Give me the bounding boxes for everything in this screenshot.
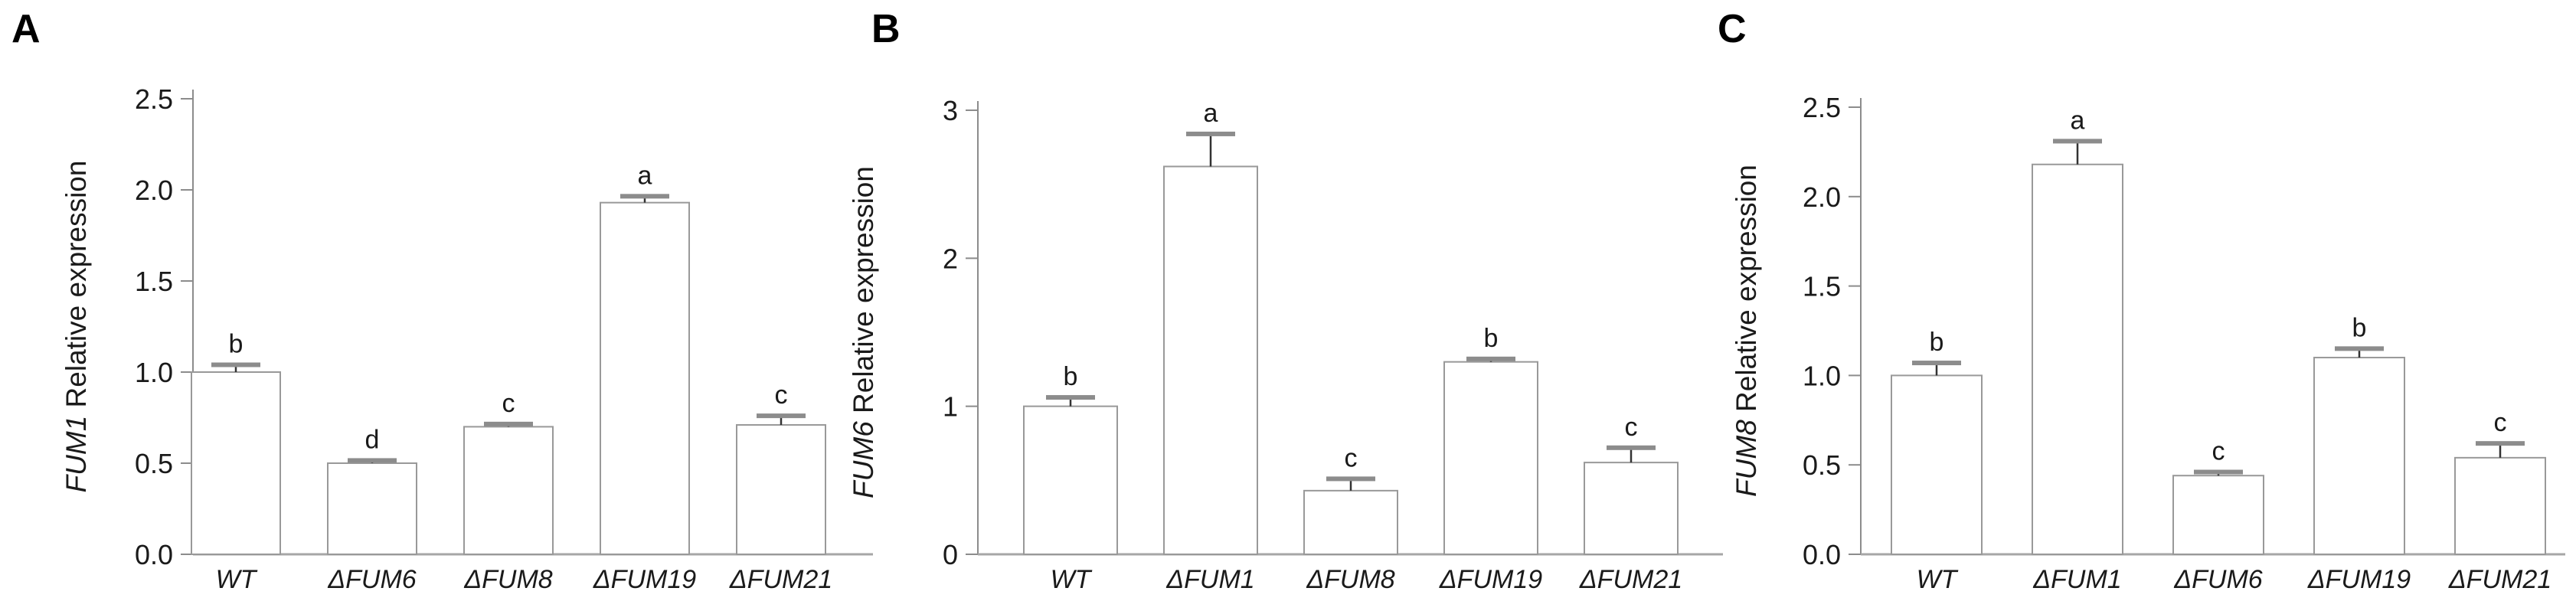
x-tick-label: WT xyxy=(1917,565,1959,594)
significance-letter: b xyxy=(229,329,244,358)
significance-letter: a xyxy=(638,161,652,190)
significance-letter: c xyxy=(2494,408,2507,437)
significance-letter: b xyxy=(1064,362,1078,391)
y-tick-label: 0.0 xyxy=(135,539,173,570)
y-tick-label: 3 xyxy=(943,95,958,126)
bar xyxy=(1163,165,1258,555)
x-tick-label: ΔFUM1 xyxy=(2032,565,2121,594)
bar xyxy=(327,462,417,555)
x-tick-label: ΔFUM1 xyxy=(1165,565,1254,594)
error-bar-cap xyxy=(348,458,397,463)
error-bar-cap xyxy=(1326,476,1375,482)
error-bar-cap xyxy=(1186,131,1235,136)
y-axis-title: FUM1 Relative expression xyxy=(60,161,92,493)
significance-letter: c xyxy=(502,389,515,418)
significance-letter: c xyxy=(1345,443,1358,472)
y-tick-label: 2.0 xyxy=(135,175,173,206)
y-tick-label: 1.0 xyxy=(135,357,173,388)
x-tick-label: ΔFUM8 xyxy=(463,565,552,594)
y-axis-title: FUM8 Relative expression xyxy=(1731,165,1762,497)
y-tick-label: 2.5 xyxy=(1803,92,1841,123)
y-tick-label: 2 xyxy=(943,243,958,274)
significance-letter: d xyxy=(365,425,380,454)
bar xyxy=(463,426,554,556)
panel-label-a: A xyxy=(11,7,41,51)
x-tick-label: ΔFUM6 xyxy=(327,565,416,594)
bar xyxy=(600,201,690,555)
error-bar-cap xyxy=(1046,395,1095,400)
significance-letter: a xyxy=(1204,99,1218,128)
error-bar-cap xyxy=(2053,139,2102,144)
bar xyxy=(2313,357,2405,555)
y-tick-label: 0.5 xyxy=(135,448,173,479)
error-bar-cap xyxy=(1466,356,1515,361)
error-bar-cap xyxy=(2335,346,2384,351)
x-tick-label: ΔFUM8 xyxy=(1306,565,1394,594)
bar xyxy=(1303,489,1398,555)
bar xyxy=(1584,462,1679,556)
y-tick-label: 1 xyxy=(943,391,958,423)
x-tick-label: WT xyxy=(1051,565,1093,594)
x-tick-label: ΔFUM19 xyxy=(1439,565,1542,594)
significance-letter: b xyxy=(1484,324,1499,353)
significance-letter: b xyxy=(1930,328,1944,357)
y-tick-label: 2.5 xyxy=(135,83,173,115)
panel-label-c: C xyxy=(1718,7,1747,51)
error-bar-cap xyxy=(1607,445,1656,450)
panel-label-b: B xyxy=(871,7,901,51)
bar xyxy=(2454,456,2546,556)
bar xyxy=(2032,163,2123,555)
y-tick-label: 2.0 xyxy=(1803,181,1841,213)
x-tick-label: ΔFUM21 xyxy=(729,565,832,594)
bar xyxy=(1023,405,1118,556)
x-tick-label: ΔFUM19 xyxy=(2307,565,2411,594)
x-tick-label: WT xyxy=(216,565,258,594)
significance-letter: a xyxy=(2071,106,2085,135)
bar xyxy=(1443,361,1538,555)
significance-letter: b xyxy=(2352,313,2367,342)
bar xyxy=(2172,475,2264,555)
significance-letter: c xyxy=(1625,413,1638,442)
error-bar-cap xyxy=(620,194,669,199)
y-tick-label: 1.0 xyxy=(1803,360,1841,391)
x-tick-label: ΔFUM21 xyxy=(1579,565,1682,594)
y-tick-label: 1.5 xyxy=(135,266,173,297)
y-tick-label: 0.5 xyxy=(1803,449,1841,481)
error-bar-cap xyxy=(484,421,533,426)
significance-letter: c xyxy=(775,381,788,410)
error-bar-cap xyxy=(2476,441,2525,446)
significance-letter: c xyxy=(2212,437,2225,466)
bar xyxy=(736,424,826,556)
y-tick-label: 1.5 xyxy=(1803,271,1841,302)
bar xyxy=(1891,374,1983,555)
error-bar-cap xyxy=(211,362,260,367)
error-bar-cap xyxy=(1912,361,1961,366)
y-axis-title: FUM6 Relative expression xyxy=(848,166,879,498)
x-tick-label: ΔFUM6 xyxy=(2173,565,2262,594)
x-tick-label: ΔFUM19 xyxy=(593,565,696,594)
error-bar-cap xyxy=(757,413,806,419)
x-tick-label: ΔFUM21 xyxy=(2448,565,2551,594)
y-tick-label: 0.0 xyxy=(1803,539,1841,570)
y-tick-label: 0 xyxy=(943,539,958,570)
error-bar-cap xyxy=(2194,469,2243,475)
bar xyxy=(191,371,281,555)
